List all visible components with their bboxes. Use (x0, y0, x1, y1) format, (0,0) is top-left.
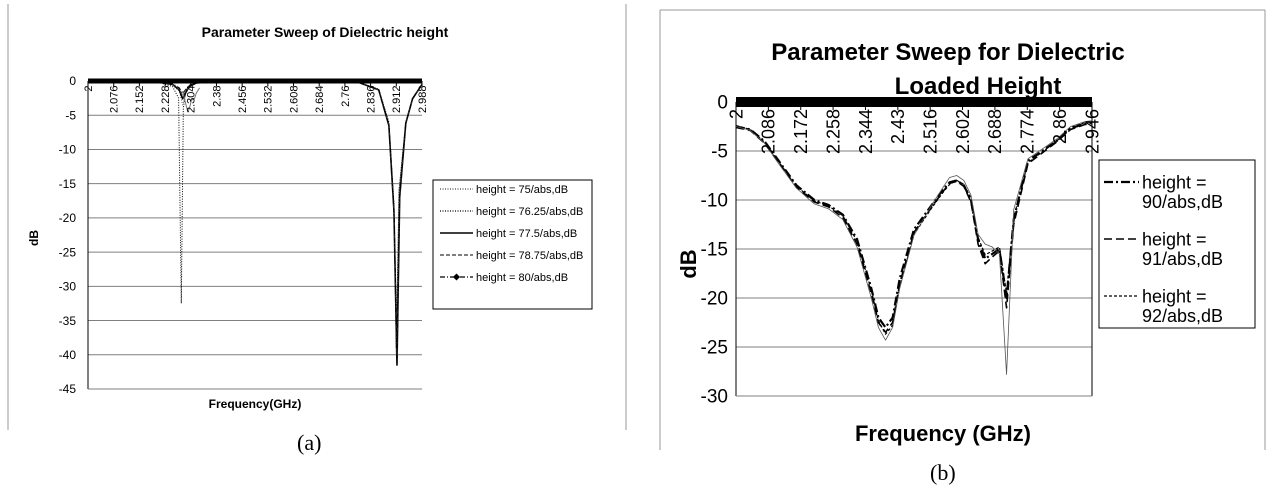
x-tick-label: 2.152 (134, 86, 146, 114)
chart-b-lines (735, 120, 1093, 375)
x-tick-label: 2.43 (888, 109, 908, 144)
y-tick-label: -35 (59, 314, 77, 328)
legend-label: height = 76.25/abs,dB (476, 206, 583, 218)
y-tick-label: -15 (59, 177, 77, 191)
chart-b-x-ticks: 2 2.086 2.172 2.258 2.344 2.43 2.516 2.602 2.688… (726, 97, 1102, 154)
chart-a-legend-box (432, 179, 593, 310)
y-tick-label: -15 (701, 240, 728, 261)
chart-b-legend: height = 90/abs,dB height = 91/abs,dB height… (1104, 172, 1223, 326)
chart-b-title: Parameter Sweep for Dielectric Loaded Hei… (771, 39, 1125, 100)
legend-label: height = 92/abs,dB (1142, 286, 1223, 326)
y-tick-label: -10 (701, 191, 728, 212)
x-tick-label: 2 (83, 86, 95, 92)
legend-label: height = 80/abs,dB (476, 272, 568, 284)
legend-label: height = 75/abs,dB (476, 184, 568, 196)
legend-label: height = 78.75/abs,dB (476, 250, 583, 262)
chart-a-y-ticks: 0 -5 -10 -15 -20 -25 -30 -35 -40 -45 (59, 74, 77, 396)
x-tick-label: 2.688 (985, 109, 1005, 154)
y-tick-label: -20 (701, 289, 728, 310)
y-tick-label: -45 (59, 382, 77, 396)
chart-b: Parameter Sweep for Dielectric Loaded Hei… (659, 9, 1266, 450)
x-tick-label: 2.456 (237, 86, 249, 114)
x-tick-label: 2.76 (340, 86, 352, 107)
chart-a-lines (87, 80, 423, 366)
chart-a-gridlines (87, 81, 422, 390)
x-tick-label: 2.076 (109, 86, 121, 114)
x-tick-label: 2.774 (1018, 109, 1038, 154)
chart-a-x-ticks: 2 2.076 2.152 2.228 2.304 2.38 2.456 2.532 2.608… (83, 78, 429, 114)
chart-b-xlabel: Frequency (GHz) (855, 421, 1031, 446)
x-tick-label: 2 (726, 109, 746, 119)
caption-b: (b) (930, 460, 956, 485)
chart-b-gridlines (735, 102, 1093, 397)
chart-a-xlabel: Frequency(GHz) (209, 397, 302, 411)
x-tick-label: 2.946 (1082, 109, 1102, 154)
x-tick-label: 2.344 (856, 109, 876, 154)
series-line-0 (87, 80, 423, 356)
series-line-5 (182, 87, 200, 113)
x-tick-label: 2.258 (823, 109, 843, 154)
y-tick-label: -5 (711, 142, 728, 163)
chart-a-panel: Parameter Sweep of Dielectric height dB … (0, 0, 630, 489)
chart-b-legend-box (1098, 159, 1256, 329)
x-tick-label: 2.086 (759, 109, 779, 154)
x-tick-label: 2.684 (314, 86, 326, 114)
x-tick-label: 2.86 (1050, 109, 1070, 144)
x-tick-label: 2.532 (263, 86, 275, 114)
x-tick-label: 2.836 (365, 86, 377, 114)
chart-a-title: Parameter Sweep of Dielectric height (202, 24, 449, 40)
y-tick-label: 0 (69, 74, 76, 88)
series-line-0 (735, 121, 1093, 329)
y-tick-label: -30 (59, 280, 77, 294)
chart-b-panel: Parameter Sweep for Dielectric Loaded Hei… (630, 0, 1273, 489)
caption-a: (a) (297, 430, 322, 455)
chart-b-ylabel: dB (676, 249, 701, 278)
x-tick-label: 2.912 (391, 86, 403, 114)
y-tick-label: -30 (701, 387, 728, 408)
x-axis-band (88, 78, 422, 84)
y-tick-label: -25 (701, 338, 728, 359)
series-line-1 (735, 122, 1093, 334)
chart-a-ylabel: dB (27, 230, 41, 246)
x-tick-label: 2.38 (211, 86, 223, 107)
x-tick-label: 2.304 (186, 86, 198, 114)
x-tick-label: 2.516 (920, 109, 940, 154)
x-axis-band (736, 97, 1092, 107)
legend-label: height = 77.5/abs,dB (476, 228, 577, 240)
x-tick-label: 2.602 (953, 109, 973, 154)
chart-a-legend: height = 75/abs,dB height = 76.25/abs,dB h… (440, 184, 583, 284)
x-tick-label: 2.608 (288, 86, 300, 114)
series-line-3 (735, 120, 1093, 375)
chart-a: Parameter Sweep of Dielectric height dB … (7, 4, 627, 430)
y-tick-label: -20 (59, 211, 77, 225)
legend-marker (452, 273, 461, 281)
chart-b-y-ticks: 0 -5 -10 -15 -20 -25 -30 (701, 93, 728, 408)
series-line-1 (87, 80, 423, 349)
series-line-2 (735, 121, 1093, 335)
y-tick-label: -5 (65, 108, 76, 122)
series-line-2 (87, 80, 423, 366)
y-tick-label: -25 (59, 245, 77, 259)
y-tick-label: -10 (59, 143, 77, 157)
x-tick-label: 2.988 (417, 86, 429, 114)
legend-label: height = 91/abs,dB (1142, 229, 1223, 269)
x-tick-label: 2.228 (160, 86, 172, 114)
x-tick-label: 2.172 (791, 109, 811, 154)
legend-label: height = 90/abs,dB (1142, 172, 1223, 212)
series-line-4 (87, 80, 423, 349)
y-tick-label: -40 (59, 348, 77, 362)
y-tick-label: 0 (717, 93, 728, 114)
